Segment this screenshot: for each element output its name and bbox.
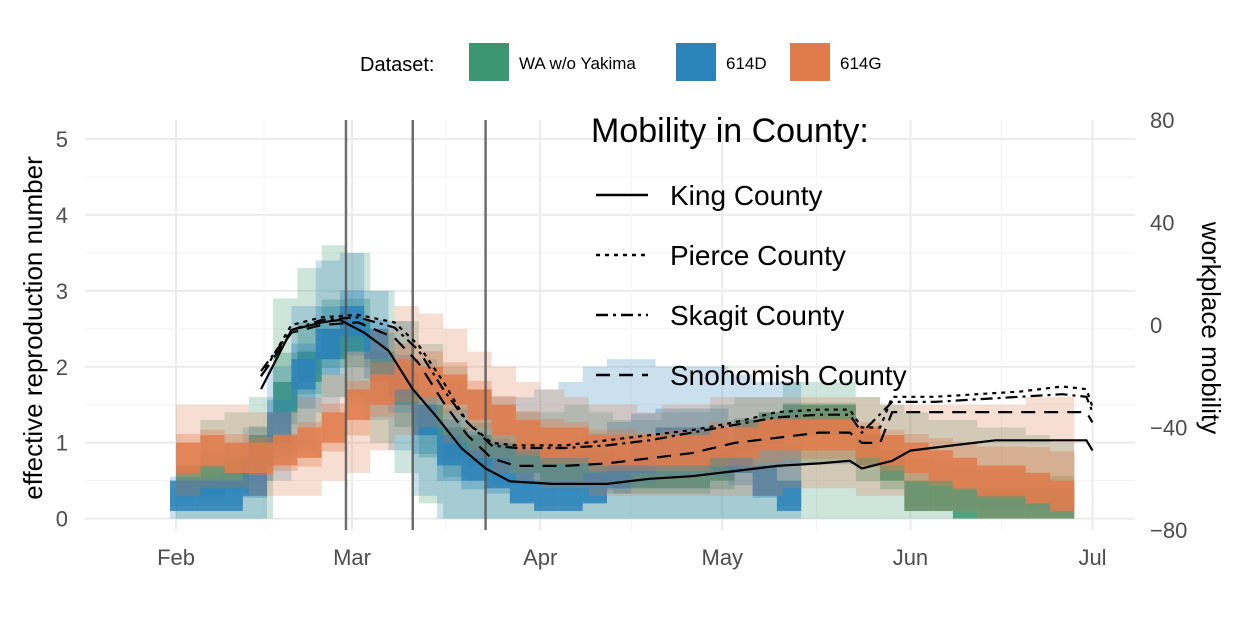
- mobility-line-king-county: [260, 318, 1094, 485]
- rt-band-median: [807, 419, 832, 451]
- dataset-legend: Dataset: WA w/o Yakima 614D 614G: [360, 43, 882, 81]
- y-left-tick-label: 0: [56, 507, 68, 532]
- rt-band-median: [904, 480, 929, 512]
- mobility-legend-label: Skagit County: [670, 300, 844, 331]
- rt-band-median: [582, 473, 607, 504]
- mobility-legend-label: King County: [670, 180, 823, 211]
- rt-band-median: [443, 374, 468, 405]
- x-tick-label: Mar: [333, 545, 371, 570]
- y-left-tick-label: 1: [56, 431, 68, 456]
- intervention-lines: [344, 120, 487, 530]
- rt-band-median: [661, 435, 686, 466]
- y-left-tick-label: 3: [56, 279, 68, 304]
- mobility-line-pierce-county: [260, 313, 1094, 447]
- rt-band-median: [491, 404, 516, 436]
- rt-band-median: [534, 480, 559, 512]
- dataset-legend-swatch: [790, 43, 830, 81]
- y-right-tick-label: 80: [1150, 108, 1174, 133]
- rt-band-median: [370, 374, 395, 405]
- y-axis-left-title: effective reproduction number: [18, 156, 48, 500]
- rt-band-median: [394, 359, 419, 390]
- rt-band-median: [776, 480, 802, 512]
- rt-band-median: [515, 419, 541, 451]
- x-tick-label: Jul: [1078, 545, 1106, 570]
- rt-band-median: [273, 435, 298, 466]
- x-tick-label: Feb: [157, 545, 195, 570]
- x-tick-label: May: [702, 545, 744, 570]
- rt-band-median: [540, 427, 565, 458]
- mobility-legend: Mobility in County: King County Pierce Co…: [591, 112, 907, 391]
- y-right-tick-label: −40: [1150, 416, 1187, 441]
- y-left-tick-label: 4: [56, 203, 68, 228]
- rt-band-median: [467, 389, 492, 420]
- y-axis-right-title: workplace mobility: [1196, 221, 1226, 434]
- rt-band-median: [1025, 473, 1051, 504]
- rt-band-median: [345, 389, 371, 420]
- rt-band-outer: [977, 404, 1002, 519]
- rt-band-outer: [1001, 404, 1026, 519]
- rt-band-median: [248, 442, 274, 474]
- y-right-tick-label: −80: [1150, 518, 1187, 543]
- rt-band-median: [412, 404, 438, 436]
- rt-band-median: [928, 450, 953, 481]
- mobility-legend-label: Snohomish County: [670, 360, 907, 391]
- rt-series-614d: [169, 252, 802, 519]
- rt-band-median: [1001, 465, 1026, 496]
- dataset-legend-swatch: [469, 43, 509, 81]
- y-right-tick-label: 40: [1150, 211, 1174, 236]
- rt-band-median: [904, 442, 929, 474]
- rt-band-median: [509, 473, 535, 504]
- rt-band-median: [928, 480, 953, 512]
- rt-band-median: [952, 488, 978, 519]
- rt-band-median: [752, 465, 777, 496]
- dataset-legend-title: Dataset:: [360, 54, 434, 76]
- dataset-legend-label: 614G: [840, 54, 882, 73]
- rt-band-median: [758, 419, 783, 451]
- rt-band-median: [437, 435, 462, 466]
- rt-band-median: [977, 465, 1002, 496]
- rt-series-614g: [176, 306, 1075, 519]
- rt-band-median: [952, 457, 978, 489]
- rt-band-median: [291, 359, 316, 390]
- rt-band-median: [169, 480, 195, 512]
- dataset-legend-label: 614D: [726, 54, 767, 73]
- mobility-legend-label: Pierce County: [670, 240, 846, 271]
- rt-bands: [169, 245, 1075, 519]
- rt-band-median: [831, 419, 856, 451]
- rt-band-median: [588, 435, 614, 466]
- rt-band-median: [297, 427, 322, 458]
- rt-band-median: [218, 480, 243, 512]
- y-left-tick-label: 5: [56, 127, 68, 152]
- y-left-tick-label: 2: [56, 355, 68, 380]
- dataset-legend-label: WA w/o Yakima: [519, 54, 636, 73]
- rt-band-median: [200, 435, 225, 466]
- rt-band-median: [321, 412, 346, 443]
- rt-band-median: [558, 480, 583, 512]
- x-tick-label: Apr: [523, 545, 557, 570]
- rt-band-median: [710, 427, 735, 458]
- mobility-line-snohomish-county: [260, 321, 1094, 467]
- rt-band-median: [194, 480, 219, 512]
- axis-ticks: 0 1 2 3 4 5 80 40 0 −40 −80 Feb Mar Apr May Jun Jul: [56, 108, 1188, 570]
- rt-band-median: [176, 442, 201, 474]
- rt-band-median: [224, 442, 249, 474]
- mobility-lines: [260, 313, 1094, 485]
- x-tick-label: Jun: [893, 545, 928, 570]
- y-right-tick-label: 0: [1150, 313, 1162, 338]
- dataset-legend-swatch: [676, 43, 716, 81]
- mobility-legend-title: Mobility in County:: [591, 112, 869, 150]
- rt-band-median: [315, 328, 340, 360]
- rt-band-median: [1050, 480, 1075, 512]
